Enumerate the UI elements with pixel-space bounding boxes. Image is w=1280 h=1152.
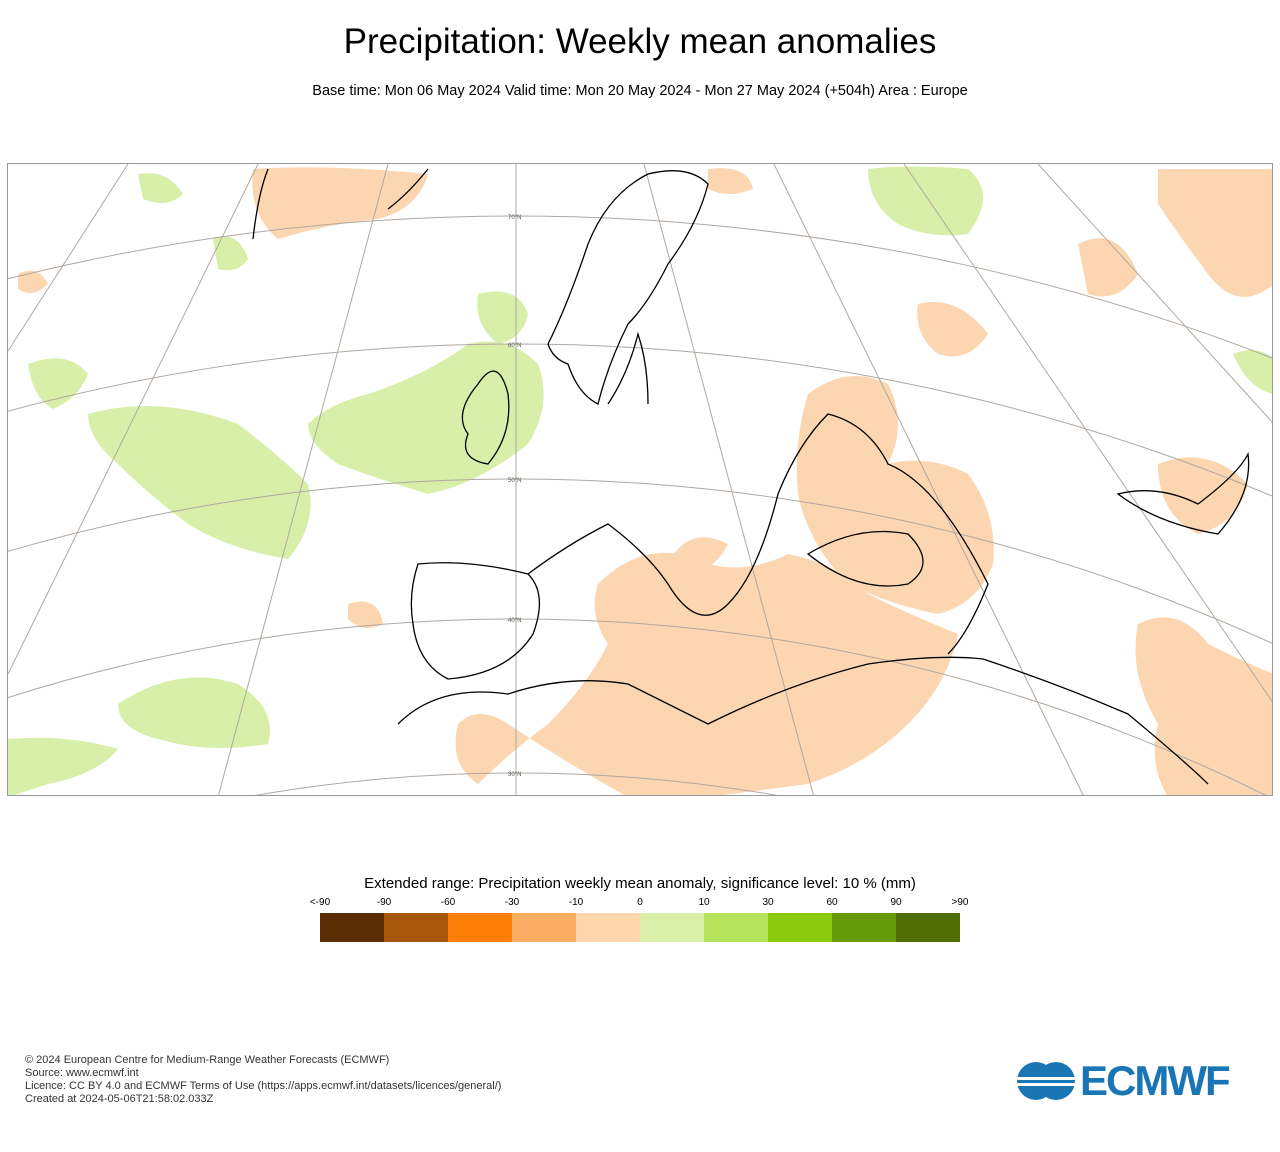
coastline-baltic (607, 331, 649, 405)
footer-credits: © 2024 European Centre for Medium-Range … (25, 1054, 501, 1106)
page-title: Precipitation: Weekly mean anomalies (343, 22, 937, 61)
legend-title: Extended range: Precipitation weekly mea… (364, 875, 916, 892)
wet-area-norway-sea (477, 291, 528, 344)
wet-anomaly-areas (8, 166, 1272, 795)
legend-tick-label: 90 (890, 897, 902, 908)
wet-area-north (868, 166, 983, 236)
legend-color-swatch (896, 913, 960, 942)
coastline-north-africa (397, 656, 1209, 785)
meridian-e40 (1037, 164, 1272, 423)
meridian-e30 (903, 164, 1272, 702)
latitude-arc-40n (8, 618, 1267, 795)
lat-label-50n: 50°N (508, 478, 521, 484)
created-line: Created at 2024-05-06T21:58:02.033Z (25, 1093, 214, 1105)
meridian-w20 (8, 164, 259, 675)
meridian-w30 (8, 164, 129, 352)
dry-area-scandinavia (708, 168, 753, 194)
lat-label-60n: 60°N (508, 343, 521, 349)
legend-color-swatch (448, 913, 512, 942)
coastlines (252, 168, 1250, 785)
coastline-europe-main (527, 413, 989, 655)
latitude-arc-60n (8, 343, 1272, 497)
dry-area-russia (917, 238, 1138, 357)
legend-color-swatch (832, 913, 896, 942)
coastline-caspian (1116, 451, 1250, 535)
meridian-e20 (773, 164, 1084, 795)
wet-area-uk (308, 341, 544, 494)
dry-area-caspian (1158, 457, 1248, 534)
legend-color-swatch (320, 913, 384, 942)
legend-tick-label: 0 (637, 897, 643, 908)
latitude-arc-70n (8, 215, 1272, 359)
legend-tick-label: -10 (568, 897, 584, 908)
legend-color-swatch (512, 913, 576, 942)
legend-tick-label: 60 (826, 897, 838, 908)
dry-area-northeast (1158, 169, 1272, 297)
precipitation-anomaly-map: 70°N 60°N 50°N 40°N 30°N (7, 163, 1273, 796)
latitude-labels: 70°N 60°N 50°N 40°N 30°N (508, 215, 521, 778)
wet-area-southwest (8, 677, 270, 795)
legend-color-swatch (384, 913, 448, 942)
legend-tick-label: -90 (376, 897, 392, 908)
legend-color-swatch (640, 913, 704, 942)
legend-tick-label: -30 (504, 897, 520, 908)
coastline-black-sea (806, 530, 924, 587)
licence-line: Licence: CC BY 4.0 and ECMWF Terms of Us… (25, 1080, 502, 1092)
wet-area-atlantic (28, 358, 311, 559)
logo-text: ECMWF (1080, 1057, 1231, 1104)
dry-area-atlantic-spot (348, 601, 383, 628)
dry-area-balkans-med (668, 537, 728, 571)
coastline-uk (461, 370, 510, 465)
legend-colorbar (320, 913, 960, 942)
lat-label-70n: 70°N (508, 215, 521, 221)
legend-tick-label: >90 (951, 897, 969, 908)
page-subtitle: Base time: Mon 06 May 2024 Valid time: M… (312, 83, 968, 99)
dry-area-iceland (18, 270, 48, 293)
lat-label-30n: 30°N (508, 772, 521, 778)
legend-tick-label: 30 (762, 897, 774, 908)
legend-ticks: <-90 -90 -60 -30 -10 0 10 30 60 90 >90 (288, 897, 992, 911)
lat-label-40n: 40°N (508, 618, 521, 624)
coastline-scandinavia (547, 170, 709, 405)
meridian-e10 (643, 164, 814, 795)
ecmwf-logo-mark-icon (1016, 1062, 1076, 1100)
legend-color-swatch (576, 913, 640, 942)
legend-tick-label: <-90 (309, 897, 331, 908)
copyright-line: © 2024 European Centre for Medium-Range … (25, 1054, 390, 1066)
coastline-iberia (410, 562, 541, 680)
coastline-greenland (252, 168, 429, 240)
wet-area-northwest (138, 173, 183, 203)
graticule (8, 164, 1272, 795)
dry-area-eastern-europe (796, 376, 994, 614)
ecmwf-logo: ECMWF (1016, 1057, 1256, 1104)
dry-anomaly-areas (18, 167, 1272, 795)
wet-area-greenland (213, 236, 248, 271)
legend-tick-label: 10 (698, 897, 710, 908)
wet-area-east (1233, 350, 1272, 394)
meridian-w10 (218, 164, 389, 795)
legend-color-swatch (768, 913, 832, 942)
latitude-arc-50n (8, 478, 1272, 644)
legend-tick-label: -60 (440, 897, 456, 908)
source-line: Source: www.ecmwf.int (25, 1067, 139, 1079)
dry-area-greenland (252, 167, 428, 239)
legend-color-swatch (704, 913, 768, 942)
dry-area-southeast (1135, 617, 1272, 795)
map-canvas: 70°N 60°N 50°N 40°N 30°N (8, 164, 1272, 795)
dry-area-mediterranean (455, 552, 958, 795)
